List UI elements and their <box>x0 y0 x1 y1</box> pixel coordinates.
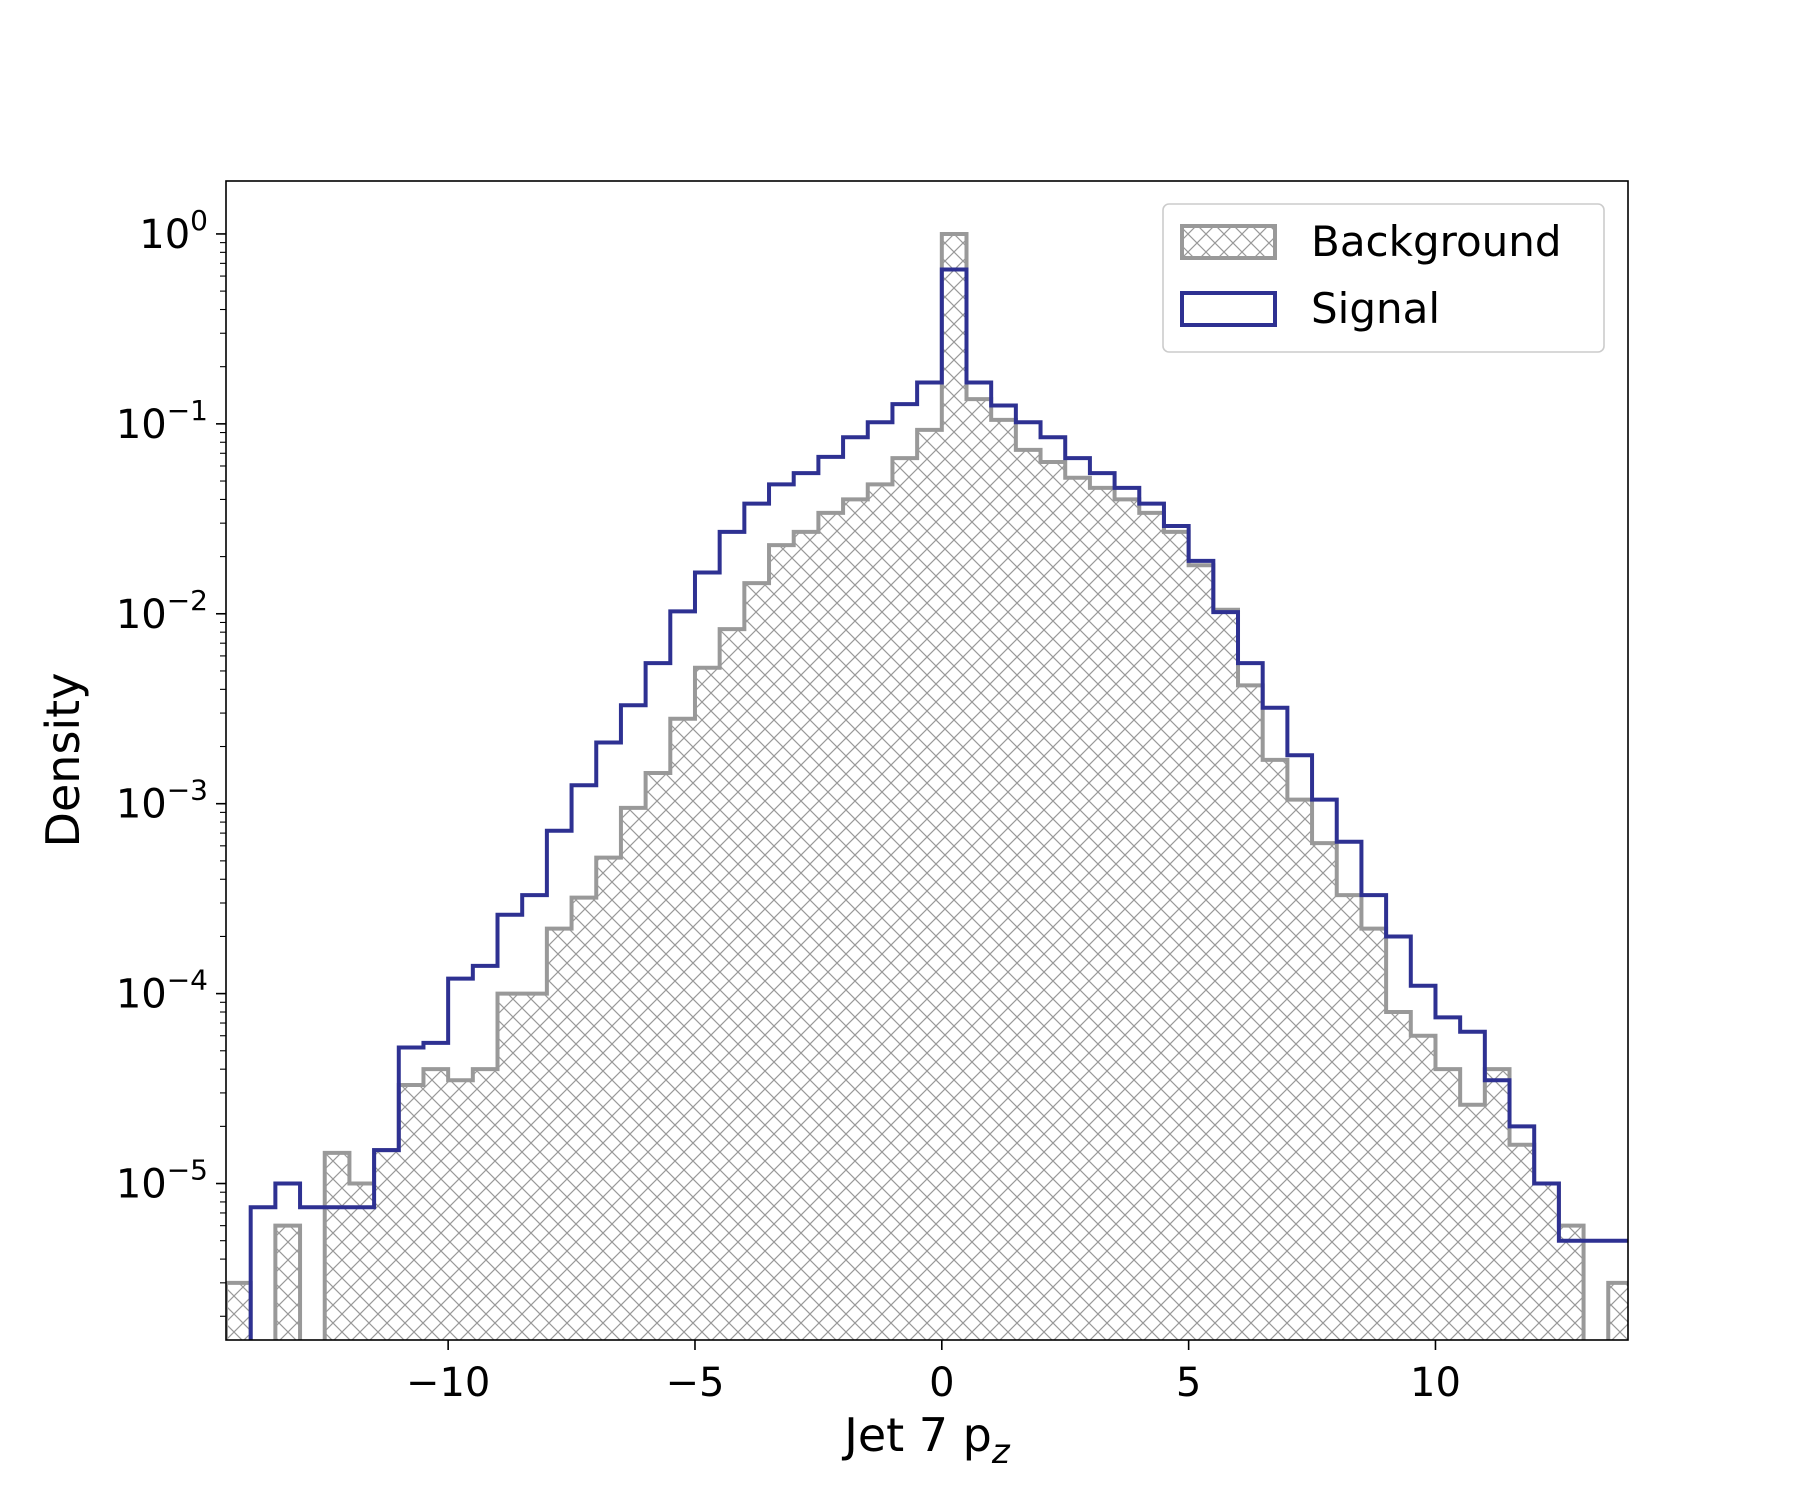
x-tick-label: −10 <box>406 1360 490 1406</box>
legend-label-signal: Signal <box>1311 284 1440 333</box>
x-axis-title: Jet 7 pz <box>841 1408 1011 1472</box>
background-step-line <box>226 231 1628 1340</box>
x-tick-label: −5 <box>665 1360 724 1406</box>
y-tick-label: 100 <box>139 204 208 258</box>
y-axis-title: Density <box>36 673 90 848</box>
y-tick-label: 10−4 <box>116 964 208 1018</box>
legend-label-background: Background <box>1311 217 1562 266</box>
x-axis-title-main: Jet 7 p <box>841 1408 992 1462</box>
x-tick-label: 10 <box>1410 1360 1461 1406</box>
y-tick-label: 10−1 <box>116 394 208 448</box>
x-tick-label: 0 <box>929 1360 954 1406</box>
series-layer <box>226 231 1628 1340</box>
background-hatch-fill <box>226 233 1628 1340</box>
legend: Background Signal <box>1162 203 1605 353</box>
plot-frame <box>225 180 1629 1341</box>
x-tick-label: 5 <box>1176 1360 1201 1406</box>
y-tick-label: 10−2 <box>116 584 208 638</box>
signal-step-line <box>248 267 1628 1340</box>
y-tick-label: 10−5 <box>116 1154 208 1208</box>
legend-swatch-background <box>1180 224 1277 260</box>
axes-layer: −10 −5 0 5 10 100 10−1 10−2 10−3 10−4 10−5 <box>116 204 1461 1406</box>
x-axis-title-subscript: z <box>991 1432 1011 1472</box>
legend-swatch-signal <box>1180 291 1277 327</box>
y-tick-label: 10−3 <box>116 774 208 828</box>
